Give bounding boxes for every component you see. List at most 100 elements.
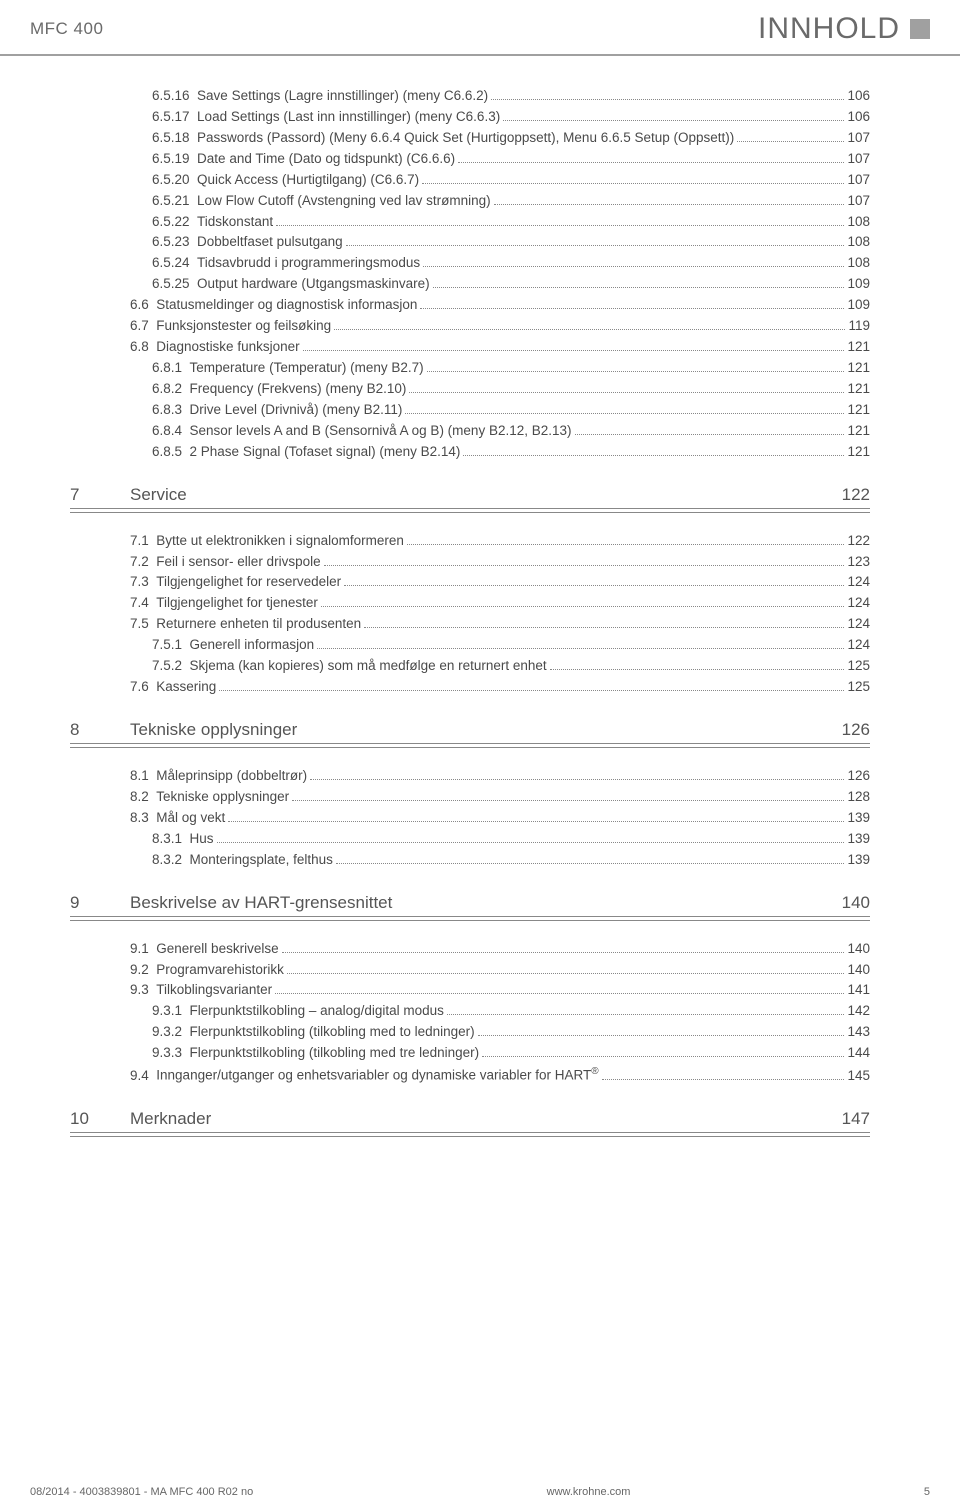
toc-entry-title: Tidsavbrudd i programmeringsmodus	[197, 253, 420, 274]
toc-entry-number: 6.5.16	[152, 86, 197, 107]
toc-entry-page: 121	[847, 379, 870, 400]
toc-entry-title: Tilgjengelighet for tjenester	[156, 593, 318, 614]
toc-entry: 8.3 Mål og vekt 139	[130, 808, 870, 829]
title-container: INNHOLD	[758, 12, 930, 46]
toc-entry-number: 6.8.4	[152, 421, 190, 442]
toc-entry-number: 7.3	[130, 572, 156, 593]
toc-leader-dots	[344, 585, 844, 586]
toc-entry-page: 126	[847, 766, 870, 787]
toc-entry-page: 139	[847, 829, 870, 850]
page-header: MFC 400 INNHOLD	[0, 0, 960, 56]
toc-leader-dots	[336, 863, 845, 864]
section-page: 122	[842, 485, 870, 505]
toc-entry: 6.5.18 Passwords (Passord) (Meny 6.6.4 Q…	[152, 128, 870, 149]
toc-entry-title: Feil i sensor- eller drivspole	[156, 552, 320, 573]
toc-leader-dots	[324, 565, 845, 566]
section-title: Merknader	[130, 1109, 842, 1129]
toc-leader-dots	[228, 821, 844, 822]
section-title: Beskrivelse av HART-grensesnittet	[130, 893, 842, 913]
toc-entry-page: 124	[847, 593, 870, 614]
toc-entry-page: 125	[847, 677, 870, 698]
toc-leader-dots	[427, 371, 845, 372]
toc-entry-page: 109	[847, 274, 870, 295]
toc-entry-number: 6.8.3	[152, 400, 190, 421]
toc-entry: 6.8.3 Drive Level (Drivnivå) (meny B2.11…	[152, 400, 870, 421]
section-title: Tekniske opplysninger	[130, 720, 842, 740]
toc-entry-title: Monteringsplate, felthus	[190, 850, 333, 871]
toc-leader-dots	[478, 1035, 845, 1036]
toc-entry: 9.3.3 Flerpunktstilkobling (tilkobling m…	[152, 1043, 870, 1064]
toc-leader-dots	[575, 434, 845, 435]
toc-leader-dots	[287, 973, 845, 974]
toc-entry-number: 6.5.25	[152, 274, 197, 295]
toc-leader-dots	[482, 1056, 844, 1057]
toc-entry-title: Diagnostiske funksjoner	[156, 337, 299, 358]
toc-entry-number: 7.5.2	[152, 656, 190, 677]
toc-entry-title: Måleprinsipp (dobbeltrør)	[156, 766, 307, 787]
toc-entry-number: 7.6	[130, 677, 156, 698]
toc-entry-page: 121	[847, 442, 870, 463]
toc-entry-page: 141	[847, 980, 870, 1001]
section-rule	[70, 920, 870, 921]
toc-entry-page: 121	[847, 400, 870, 421]
section-number: 9	[70, 893, 130, 913]
toc-entry: 9.3 Tilkoblingsvarianter 141	[130, 980, 870, 1001]
toc-entry-number: 9.1	[130, 939, 156, 960]
toc-leader-dots	[405, 413, 844, 414]
toc-entry-title: Bytte ut elektronikken i signalomformere…	[156, 531, 404, 552]
toc-entry-title: Skjema (kan kopieres) som må medfølge en…	[190, 656, 547, 677]
toc-entry-title: Load Settings (Last inn innstillinger) (…	[197, 107, 500, 128]
toc-entry-title: Frequency (Frekvens) (meny B2.10)	[190, 379, 407, 400]
toc-leader-dots	[737, 141, 844, 142]
toc-entry: 8.1 Måleprinsipp (dobbeltrør) 126	[130, 766, 870, 787]
toc-entry-number: 6.5.22	[152, 212, 197, 233]
toc-entry-number: 9.3.1	[152, 1001, 190, 1022]
section-rule	[70, 747, 870, 748]
toc-entry: 6.8.5 2 Phase Signal (Tofaset signal) (m…	[152, 442, 870, 463]
toc-entry-number: 8.1	[130, 766, 156, 787]
toc-entry-number: 6.5.19	[152, 149, 197, 170]
toc-entry-number: 9.3.2	[152, 1022, 190, 1043]
section-rule	[70, 916, 870, 917]
toc-leader-dots	[364, 627, 844, 628]
toc-leader-dots	[276, 225, 844, 226]
model-label: MFC 400	[30, 19, 103, 39]
toc-entry-title: Programvarehistorikk	[156, 960, 284, 981]
toc-entry-title: Tilgjengelighet for reservedeler	[156, 572, 341, 593]
toc-entry-title: Quick Access (Hurtigtilgang) (C6.6.7)	[197, 170, 419, 191]
toc-entry-title: Mål og vekt	[156, 808, 225, 829]
toc-entry-number: 7.2	[130, 552, 156, 573]
toc-entry-number: 6.8.5	[152, 442, 190, 463]
toc-leader-dots	[275, 993, 844, 994]
toc-entry-title: Hus	[190, 829, 214, 850]
registered-icon: ®	[591, 1066, 598, 1077]
toc-entry-title: Generell beskrivelse	[156, 939, 278, 960]
toc-entry: 7.6 Kassering 125	[130, 677, 870, 698]
toc-entry-number: 6.5.24	[152, 253, 197, 274]
toc-entry-title: Sensor levels A and B (Sensornivå A og B…	[190, 421, 572, 442]
toc-entry: 6.5.25 Output hardware (Utgangsmaskinvar…	[152, 274, 870, 295]
toc-entry-number: 8.3.2	[152, 850, 190, 871]
toc-entry: 6.5.21 Low Flow Cutoff (Avstengning ved …	[152, 191, 870, 212]
toc-entry-title: Low Flow Cutoff (Avstengning ved lav str…	[197, 191, 491, 212]
toc-entry-title: Save Settings (Lagre innstillinger) (men…	[197, 86, 488, 107]
toc-entry-page: 144	[847, 1043, 870, 1064]
toc-entry: 6.8.1 Temperature (Temperatur) (meny B2.…	[152, 358, 870, 379]
toc-entry-page: 140	[847, 960, 870, 981]
toc-leader-dots	[219, 690, 844, 691]
toc-entry-number: 8.3.1	[152, 829, 190, 850]
toc-leader-dots	[602, 1079, 845, 1080]
toc-entry-number: 6.8	[130, 337, 156, 358]
section-rule	[70, 512, 870, 513]
toc-entry-number: 6.5.23	[152, 232, 197, 253]
toc-entry: 8.2 Tekniske opplysninger 128	[130, 787, 870, 808]
toc-entry: 8.3.1 Hus 139	[152, 829, 870, 850]
toc-entry-number: 6.8.1	[152, 358, 190, 379]
section-rule	[70, 1132, 870, 1133]
toc-leader-dots	[292, 800, 844, 801]
toc-entry-page: 124	[847, 614, 870, 635]
toc-entry-title: 2 Phase Signal (Tofaset signal) (meny B2…	[190, 442, 461, 463]
toc-entry-page: 143	[847, 1022, 870, 1043]
toc-entry-number: 7.1	[130, 531, 156, 552]
toc-entry-title: Passwords (Passord) (Meny 6.6.4 Quick Se…	[197, 128, 734, 149]
